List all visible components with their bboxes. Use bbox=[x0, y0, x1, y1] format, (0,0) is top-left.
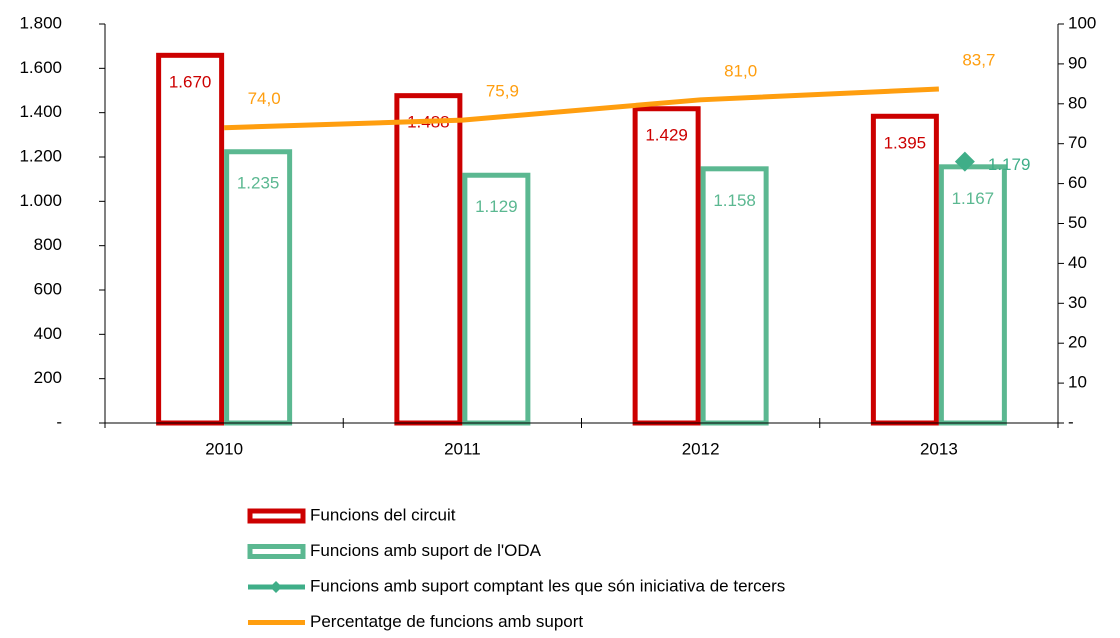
legend-label: Funcions del circuit bbox=[310, 505, 456, 524]
value-label: 75,9 bbox=[486, 82, 519, 101]
bar bbox=[632, 106, 701, 426]
x-tick-label: 2011 bbox=[444, 439, 481, 458]
bar bbox=[224, 149, 293, 426]
legend-label: Funcions amb suport comptant les que són… bbox=[310, 576, 785, 595]
y2-tick-label: 30 bbox=[1068, 293, 1087, 312]
value-label: 1.395 bbox=[884, 133, 927, 152]
y-tick-label: 1.400 bbox=[19, 102, 62, 121]
y2-tick-label: 60 bbox=[1068, 173, 1087, 192]
y2-tick-label: 50 bbox=[1068, 213, 1087, 232]
legend-label: Funcions amb suport de l'ODA bbox=[310, 541, 542, 560]
y-tick-label: 200 bbox=[34, 368, 62, 387]
y-tick-label: 1.200 bbox=[19, 146, 62, 165]
y2-tick-label: 40 bbox=[1068, 253, 1087, 272]
value-label: 1.179 bbox=[988, 155, 1031, 174]
value-label: 1.167 bbox=[952, 189, 995, 208]
value-label: 1.129 bbox=[475, 197, 518, 216]
y2-tick-label: 100 bbox=[1068, 13, 1096, 32]
x-tick-label: 2013 bbox=[920, 439, 958, 458]
value-label: 1.235 bbox=[237, 174, 280, 193]
y-tick-label: 800 bbox=[34, 235, 62, 254]
marker bbox=[954, 151, 975, 172]
y2-tick-label: 80 bbox=[1068, 93, 1087, 112]
value-label: 81,0 bbox=[724, 61, 757, 80]
y2-tick-label: 10 bbox=[1068, 373, 1087, 392]
y-tick-label: - bbox=[56, 412, 62, 431]
value-label: 83,7 bbox=[962, 51, 995, 70]
value-label: 1.158 bbox=[713, 191, 756, 210]
bar bbox=[870, 113, 939, 426]
legend-marker bbox=[270, 581, 282, 593]
x-tick-label: 2012 bbox=[682, 439, 720, 458]
y-tick-label: 1.000 bbox=[19, 191, 62, 210]
y-tick-label: 1.600 bbox=[19, 58, 62, 77]
legend-swatch bbox=[247, 544, 306, 559]
bar bbox=[394, 93, 463, 426]
y2-tick-label: - bbox=[1068, 412, 1074, 431]
value-label: 1.670 bbox=[169, 72, 212, 91]
legend-label: Percentatge de funcions amb suport bbox=[310, 612, 583, 631]
y2-tick-label: 90 bbox=[1068, 53, 1087, 72]
y2-tick-label: 20 bbox=[1068, 333, 1087, 352]
y2-tick-label: 70 bbox=[1068, 133, 1087, 152]
y-tick-label: 1.800 bbox=[19, 13, 62, 32]
bar bbox=[156, 52, 225, 426]
bar bbox=[938, 164, 1007, 426]
bar bbox=[700, 166, 769, 426]
y-tick-label: 600 bbox=[34, 279, 62, 298]
y-tick-label: 400 bbox=[34, 324, 62, 343]
value-label: 74,0 bbox=[248, 89, 281, 108]
line bbox=[224, 86, 939, 131]
x-tick-label: 2010 bbox=[205, 439, 243, 458]
value-label: 1.429 bbox=[645, 126, 688, 145]
legend-swatch bbox=[247, 508, 306, 524]
